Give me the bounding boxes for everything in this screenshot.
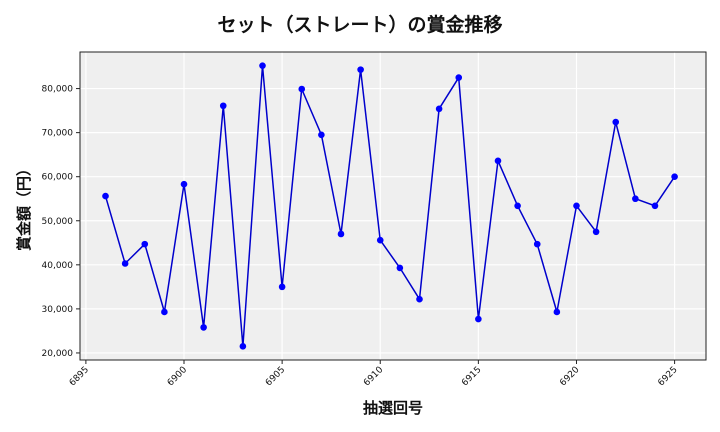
x-tick-label: 6905 [264,365,287,388]
x-tick-label: 6915 [460,365,483,388]
data-point [435,105,443,113]
data-point [396,264,404,272]
y-tick-label: 80,000 [42,85,74,95]
data-point [671,173,678,180]
x-axis-label: 抽選回号 [363,399,423,417]
plot-frame [79,51,707,361]
data-point [200,324,207,331]
y-axis-label: 賞金額（円） [15,161,33,251]
data-point [475,315,482,323]
x-tick-label: 6910 [362,365,385,388]
data-point [219,102,227,110]
data-point [592,228,600,236]
data-point [121,260,129,267]
x-axis-ticks: 6895 6900 6905 6910 6915 6920 6925 [68,360,680,388]
y-tick-label: 50,000 [42,217,74,227]
data-point [533,240,541,248]
data-point [376,236,384,244]
data-point [553,308,561,316]
data-point [612,118,620,126]
data-point [161,308,168,316]
x-tick-label: 6895 [68,365,91,388]
data-point [632,195,639,203]
data-point [318,131,325,139]
x-tick-label: 6925 [656,365,679,388]
y-tick-label: 40,000 [42,261,74,271]
data-point [141,240,149,248]
y-tick-label: 70,000 [42,129,74,139]
series-line [104,65,676,347]
data-point [573,202,580,210]
data-series [102,62,678,350]
data-point [494,157,502,165]
y-axis-ticks: 20,000 30,000 40,000 50,000 60,000 70,000 80,0… [42,85,80,359]
data-point [337,230,345,238]
y-tick-label: 20,000 [42,349,74,359]
y-tick-label: 30,000 [42,305,74,315]
y-tick-label: 60,000 [42,173,74,183]
plot-area [80,52,706,360]
data-point [651,202,659,210]
data-point [102,192,109,200]
x-tick-label: 6900 [166,365,189,388]
data-point [514,202,521,210]
x-tick-label: 6920 [558,365,581,388]
data-point [357,66,364,73]
chart-title: セット（ストレート）の賞金推移 [217,14,503,36]
grid-lines [80,52,706,360]
data-point [239,343,247,350]
data-point [180,180,188,188]
data-point [259,62,266,69]
data-point [278,283,286,291]
data-point [455,74,463,81]
data-point [298,85,306,93]
data-point [416,295,423,303]
